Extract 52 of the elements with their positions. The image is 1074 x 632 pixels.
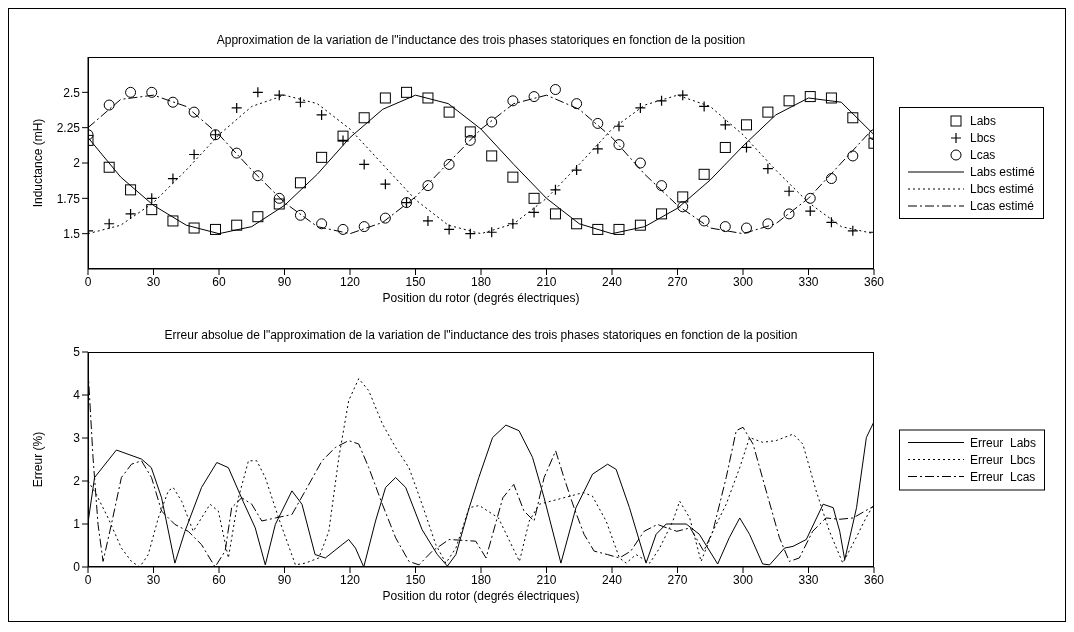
legend-label: Erreur Lcas [970,469,1036,484]
y-tick-label: 0 [73,560,81,575]
x-tick-label: 360 [863,572,885,587]
x-tick-label: 300 [732,572,754,587]
y-tick-label: 1 [73,517,81,532]
x-tick-label: 150 [405,572,426,587]
x-tick-label: 60 [212,572,226,587]
x-tick-label: 270 [667,274,688,289]
x-tick-label: 240 [601,274,623,289]
y-tick-label: 2.5 [63,85,81,100]
y-tick-label: 2 [73,156,81,171]
x-tick-label: 180 [470,274,492,289]
y-axis-title: Inductance (mH) [31,118,46,208]
legend-label: Labs estimé [970,164,1035,179]
y-tick-label: 3 [73,431,81,446]
x-tick-label: 330 [798,274,819,289]
x-axis-title: Position du rotor (degrés électriques) [381,291,581,305]
chart-title: Erreur absolue de l"approximation de la variation de l"inductance des trois phases statoriques en fonction de la position [164,328,798,342]
x-tick-label: 300 [732,274,754,289]
x-tick-label: 60 [212,274,226,289]
x-tick-label: 210 [536,572,557,587]
x-tick-label: 30 [146,274,161,289]
y-tick-label: 1.75 [56,191,81,206]
x-tick-label: 30 [146,572,161,587]
x-tick-label: 270 [667,572,688,587]
y-tick-label: 5 [73,345,81,360]
x-tick-label: 150 [405,274,426,289]
legend-label: Erreur Lbcs [970,452,1036,467]
legend-label: Lbcs estimé [970,181,1035,196]
y-axis-title: Erreur (%) [31,431,46,488]
x-axis-title: Position du rotor (degrés électriques) [381,589,581,603]
x-tick-label: 90 [277,572,292,587]
legend-label: Lbcs [970,130,996,145]
chart-title: Approximation de la variation de l"inductance des trois phases statoriques en fonction de la position [216,33,746,47]
x-tick-label: 360 [863,274,885,289]
y-tick-label: 1.5 [63,226,81,241]
x-tick-label: 120 [339,572,361,587]
y-tick-label: 4 [73,388,81,403]
x-tick-label: 330 [798,572,819,587]
y-tick-label: 2 [73,474,81,489]
x-tick-label: 0 [84,274,92,289]
x-tick-label: 120 [339,274,361,289]
y-tick-label: 2.25 [56,120,81,135]
legend-label: Labs [970,113,997,128]
x-tick-label: 90 [277,274,292,289]
x-tick-label: 0 [84,572,92,587]
x-tick-label: 210 [536,274,557,289]
legend-label: Erreur Labs [970,435,1037,450]
x-tick-label: 240 [601,572,623,587]
x-tick-label: 180 [470,572,492,587]
legend-label: Lcas estimé [970,198,1035,213]
legend-label: Lcas [970,147,996,162]
